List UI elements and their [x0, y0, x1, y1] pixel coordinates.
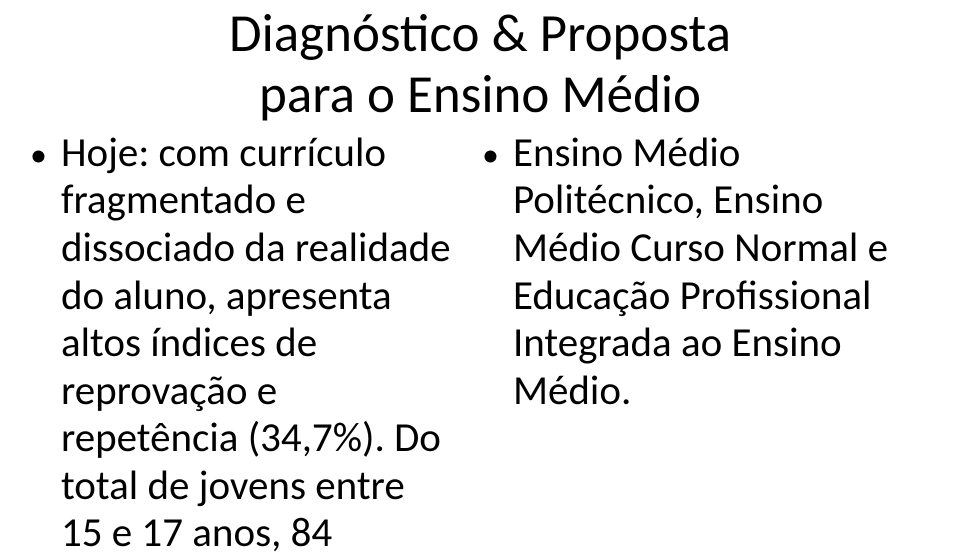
title-line-1: Diagnóstico & Proposta [229, 2, 731, 66]
bullet-item-left: • Hoje: com currículo fragmentado e diss… [30, 130, 452, 560]
bullet-item-right: • Ensino Médio Politécnico, Ensino Médio… [482, 130, 930, 415]
slide: Diagnóstico & Proposta para o Ensino Méd… [0, 0, 960, 560]
content-columns: • Hoje: com currículo fragmentado e diss… [30, 130, 930, 560]
title-line-2: para o Ensino Médio [259, 63, 701, 127]
left-column: • Hoje: com currículo fragmentado e diss… [30, 130, 462, 560]
bullet-text-right: Ensino Médio Politécnico, Ensino Médio C… [513, 130, 930, 415]
right-column: • Ensino Médio Politécnico, Ensino Médio… [462, 130, 930, 560]
bullet-dot-icon: • [482, 130, 513, 177]
slide-title: Diagnóstico & Proposta para o Ensino Méd… [30, 0, 930, 126]
bullet-dot-icon: • [30, 130, 61, 177]
bullet-text-left: Hoje: com currículo fragmentado e dissoc… [61, 130, 452, 560]
